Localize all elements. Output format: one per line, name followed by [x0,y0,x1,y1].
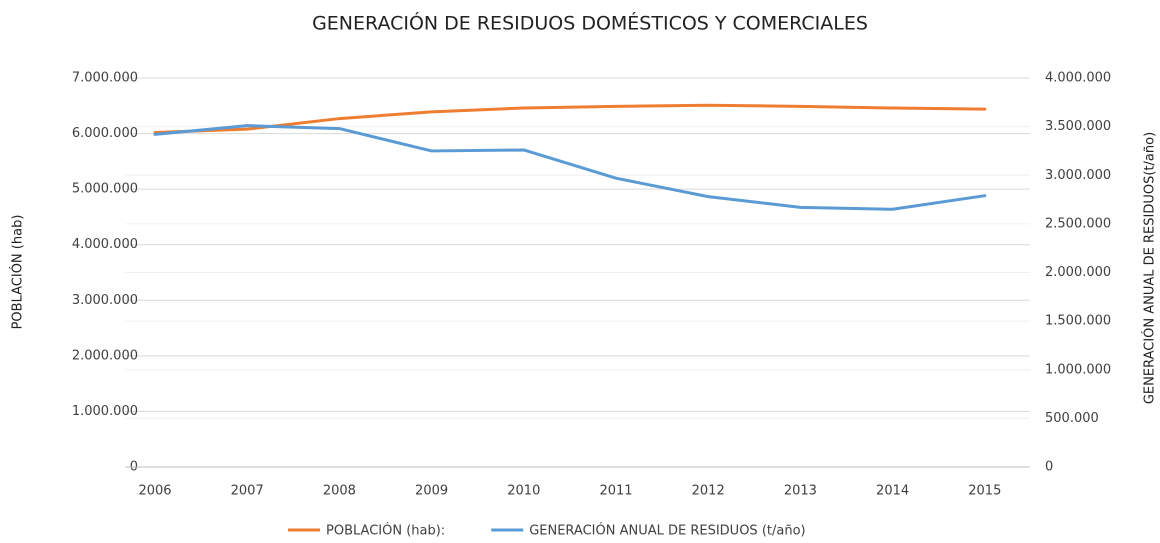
y-tick-label: 3.000.000 [72,293,138,308]
y2-tick-label: 4.000.000 [1045,71,1111,86]
x-tick-label: 2008 [323,484,356,499]
data-line [153,124,987,211]
y2-axis-title: GENERACIÓN ANUAL DE RESIDUOS(t/año) [1142,132,1158,404]
y2-tick-label: 2.000.000 [1045,265,1111,280]
x-tick-label: 2007 [231,484,264,499]
y2-tick-label: 0 [1045,460,1053,475]
x-tick-label: 2011 [599,484,632,499]
y-tick-label: 1.000.000 [72,404,138,419]
y-tick-label: 6.000.000 [72,126,138,141]
chart-title: GENERACIÓN DE RESIDUOS DOMÉSTICOS Y COME… [312,11,868,35]
x-tick-label: 2015 [968,484,1001,499]
x-tick-label: 2014 [876,484,909,499]
y2-tick-label: 3.000.000 [1045,168,1111,183]
legend-label: GENERACIÓN ANUAL DE RESIDUOS (t/año) [529,523,805,539]
y2-tick-label: 1.500.000 [1045,314,1111,329]
y2-tick-label: 3.500.000 [1045,119,1111,134]
y-tick-label: 5.000.000 [72,182,138,197]
y2-tick-label: 500.000 [1045,411,1099,426]
y-axis-title: POBLACIÓN (hab) [10,215,26,330]
y2-tick-label: 1.000.000 [1045,362,1111,377]
y2-tick-label: 2.500.000 [1045,216,1111,231]
x-tick-label: 2012 [692,484,725,499]
x-tick-label: 2009 [415,484,448,499]
x-tick-label: 2013 [784,484,817,499]
legend-label: POBLACIÓN (hab): [326,523,445,539]
x-tick-label: 2006 [138,484,171,499]
y-tick-label: 2.000.000 [72,348,138,363]
data-line [153,103,987,134]
y-tick-label: 4.000.000 [72,237,138,252]
y-tick-label: 7.000.000 [72,71,138,86]
x-tick-label: 2010 [507,484,540,499]
